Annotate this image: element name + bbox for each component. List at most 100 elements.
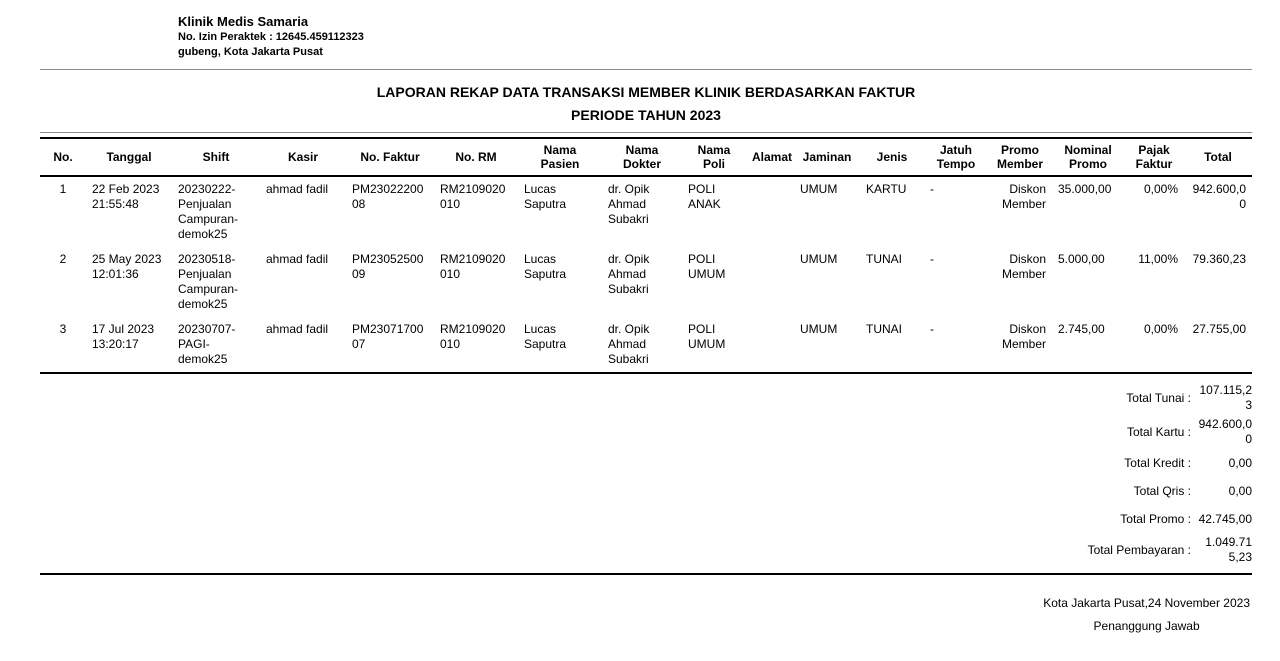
header-divider — [40, 69, 1252, 70]
totals-section: Total Tunai : 107.115,23 Total Kartu : 942.… — [40, 374, 1252, 573]
clinic-address: gubeng, Kota Jakarta Pusat — [178, 46, 323, 58]
table-cell: dr. Opik Ahmad Subakri — [608, 322, 650, 366]
table-cell: 0,00% — [1143, 182, 1178, 196]
totals-value: 42.745,00 — [1198, 511, 1252, 526]
table-row: 2 25 May 2023 12:01:36 20230518-Penjualan … — [40, 247, 1252, 317]
table-cell: 35.000,00 — [1058, 182, 1112, 196]
column-header: Nama Pasien — [518, 138, 602, 177]
table-cell: 0,00% — [1143, 322, 1178, 336]
clinic-license: No. Izin Peraktek : 12645.459112323 — [178, 31, 364, 43]
column-header: No. — [40, 138, 86, 177]
table-cell: Diskon Member — [1001, 252, 1046, 281]
table-cell: PM2305250009 — [352, 252, 424, 281]
totals-value: 942.600,00 — [1198, 417, 1252, 446]
clinic-name: Klinik Medis Samaria — [178, 14, 309, 29]
totals-row: Total Qris : 0,00 — [1134, 479, 1252, 503]
signature-block: Kota Jakarta Pusat,24 November 2023 Pena… — [1043, 592, 1250, 638]
table-cell: dr. Opik Ahmad Subakri — [608, 252, 650, 296]
column-header: Nama Dokter — [602, 138, 682, 177]
table-cell: 17 Jul 2023 13:20:17 — [92, 322, 155, 351]
table-cell — [746, 247, 794, 317]
totals-value: 0,00 — [1228, 483, 1252, 498]
table-cell: RM2109020010 — [440, 322, 506, 351]
column-header: Kasir — [260, 138, 346, 177]
totals-value: 0,00 — [1228, 455, 1252, 470]
table-cell: RM2109020010 — [440, 252, 506, 281]
totals-label: Total Pembayaran : — [1087, 542, 1191, 557]
table-cell: ahmad fadil — [266, 252, 329, 266]
table-body: 1 22 Feb 2023 21:55:48 20230222-Penjualan … — [40, 176, 1252, 373]
table-cell: 79.360,23 — [1192, 252, 1246, 266]
totals-row: Total Kartu : 942.600,00 — [1127, 417, 1252, 447]
column-header: Jatuh Tempo — [924, 138, 988, 177]
column-header: Shift — [172, 138, 260, 177]
table-cell: 20230707-PAGI-demok25 — [178, 322, 236, 366]
table-cell: TUNAI — [866, 322, 902, 336]
totals-row: Total Kredit : 0,00 — [1124, 451, 1252, 475]
table-cell: 942.600,00 — [1192, 182, 1246, 211]
table-top-divider — [40, 132, 1252, 133]
column-header: Promo Member — [988, 138, 1052, 177]
totals-row: Total Tunai : 107.115,23 — [1126, 383, 1252, 413]
table-cell: UMUM — [800, 182, 838, 196]
footer-signer: Penanggung Jawab — [1093, 619, 1200, 633]
report-title: LAPORAN REKAP DATA TRANSAKSI MEMBER KLIN… — [376, 84, 916, 100]
table-cell: ahmad fadil — [266, 322, 329, 336]
table-cell: Lucas Saputra — [524, 252, 567, 281]
report-period: PERIODE TAHUN 2023 — [571, 107, 721, 123]
table-row: 1 22 Feb 2023 21:55:48 20230222-Penjualan … — [40, 176, 1252, 247]
table-cell: - — [930, 322, 934, 336]
table-cell — [746, 176, 794, 247]
table-cell: TUNAI — [866, 252, 902, 266]
table-cell: POLI UMUM — [688, 252, 726, 281]
table-cell: 27.755,00 — [1192, 322, 1246, 336]
table-row: 3 17 Jul 2023 13:20:17 20230707-PAGI-demok… — [40, 317, 1252, 373]
table-cell: 25 May 2023 12:01:36 — [92, 252, 162, 281]
table-cell: ahmad fadil — [266, 182, 329, 196]
table-cell: PM2307170007 — [352, 322, 424, 351]
table-cell: - — [930, 182, 934, 196]
table-cell: Lucas Saputra — [524, 182, 567, 211]
table-cell: 1 — [59, 182, 67, 196]
column-header: Alamat — [746, 138, 794, 177]
table-cell — [746, 317, 794, 373]
table-cell: KARTU — [866, 182, 907, 196]
report-page: Klinik Medis Samaria No. Izin Peraktek :… — [40, 0, 1252, 638]
table-cell: 20230222-Penjualan Campuran-demok25 — [178, 182, 239, 241]
totals-row: Total Pembayaran : 1.049.715,23 — [1088, 535, 1252, 565]
table-cell: 20230518-Penjualan Campuran-demok25 — [178, 252, 239, 311]
table-header-row: No. Tanggal Shift Kasir No. Faktur No. RM Nama… — [40, 138, 1252, 177]
column-header: Jaminan — [794, 138, 860, 177]
table-cell: 22 Feb 2023 21:55:48 — [92, 182, 160, 211]
column-header: No. Faktur — [346, 138, 434, 177]
totals-row: Total Promo : 42.745,00 — [1120, 507, 1252, 531]
totals-bottom-divider — [40, 573, 1252, 575]
table-cell: - — [930, 252, 934, 266]
table-cell: Diskon Member — [1001, 182, 1046, 211]
table-cell: RM2109020010 — [440, 182, 506, 211]
table-cell: 2 — [59, 252, 67, 266]
table-cell: Lucas Saputra — [524, 322, 567, 351]
table-cell: 11,00% — [1138, 252, 1178, 266]
column-header: No. RM — [434, 138, 518, 177]
table-cell: PM2302220008 — [352, 182, 424, 211]
totals-value: 107.115,23 — [1199, 383, 1253, 412]
footer-place-date: Kota Jakarta Pusat,24 November 2023 — [1043, 596, 1250, 610]
table-cell: Diskon Member — [1001, 322, 1046, 351]
table-cell: dr. Opik Ahmad Subakri — [608, 182, 650, 226]
table-cell: 5.000,00 — [1058, 252, 1105, 266]
totals-value: 1.049.715,23 — [1205, 535, 1252, 564]
column-header: Pajak Faktur — [1124, 138, 1184, 177]
table-cell: 3 — [59, 322, 67, 336]
totals-label: Total Promo : — [1120, 511, 1191, 526]
table-cell: POLI ANAK — [688, 182, 721, 211]
report-table: No. Tanggal Shift Kasir No. Faktur No. RM Nama… — [40, 137, 1252, 374]
totals-label: Total Qris : — [1133, 483, 1191, 498]
table-cell: UMUM — [800, 252, 838, 266]
table-cell: UMUM — [800, 322, 838, 336]
column-header: Nama Poli — [682, 138, 746, 177]
table-cell: POLI UMUM — [688, 322, 726, 351]
totals-label: Total Tunai : — [1126, 390, 1191, 405]
column-header: Nominal Promo — [1052, 138, 1124, 177]
clinic-header: Klinik Medis Samaria No. Izin Peraktek :… — [40, 0, 1252, 69]
